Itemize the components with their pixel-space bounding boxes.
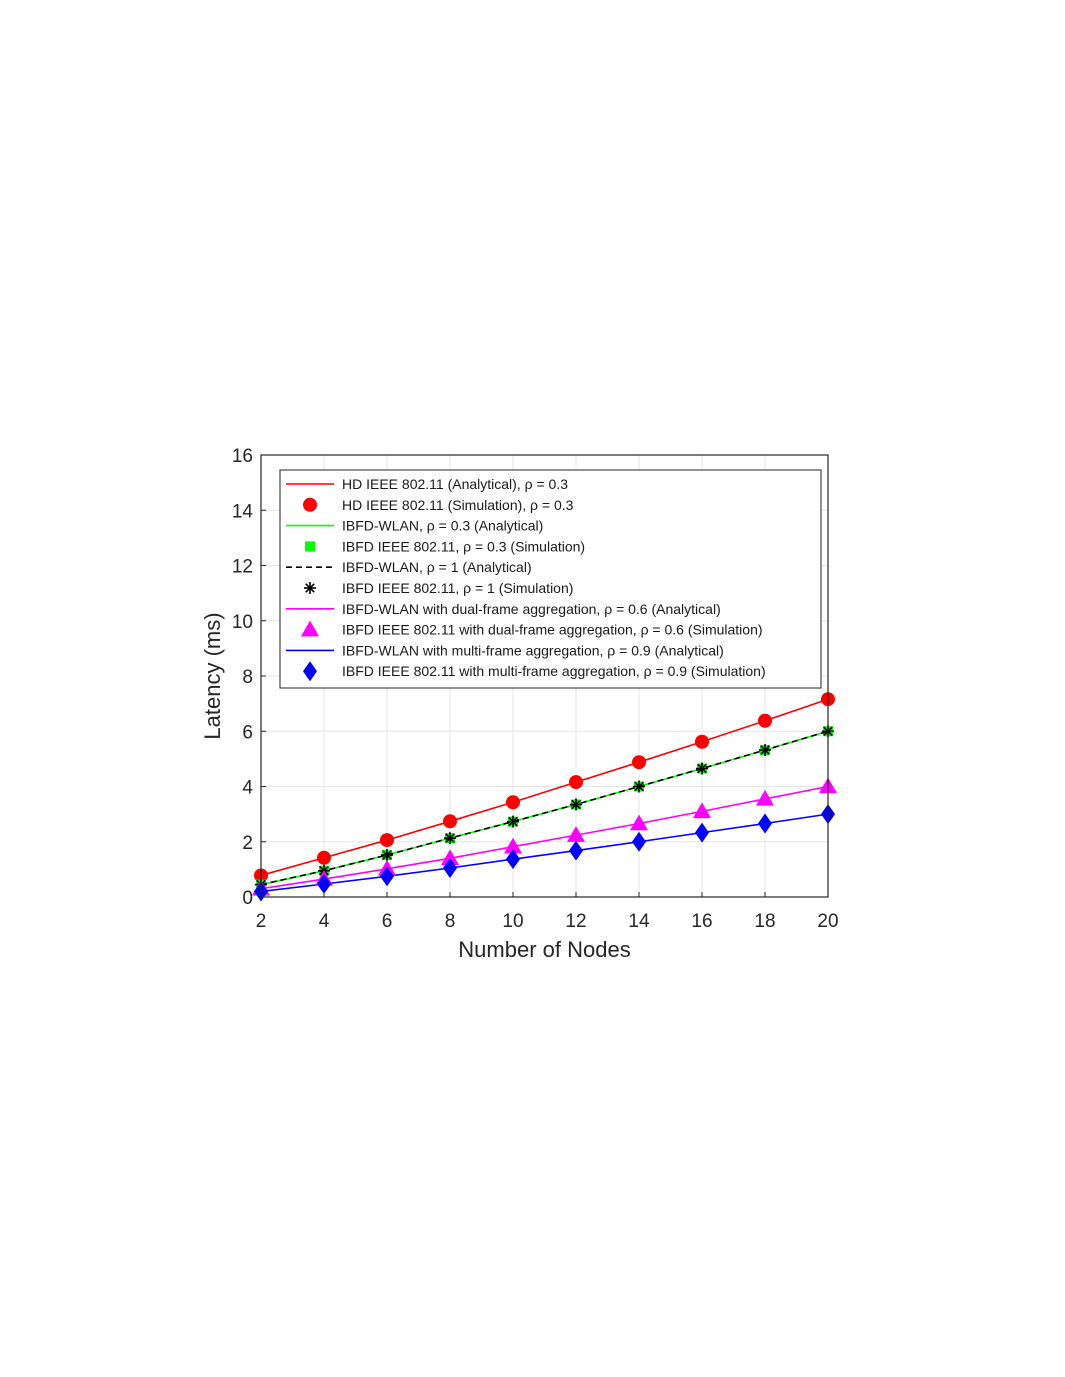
x-tick-label: 20 — [817, 911, 838, 932]
data-point-diamond — [443, 857, 457, 878]
x-tick-label: 18 — [754, 911, 775, 932]
data-point-circle — [506, 795, 520, 810]
legend-entry-label: IBFD-WLAN with multi-frame aggregation, … — [342, 642, 724, 658]
x-tick-label: 12 — [565, 911, 586, 932]
y-tick-label: 10 — [232, 612, 253, 633]
data-point-circle — [758, 713, 772, 728]
x-tick-label: 16 — [691, 911, 712, 932]
y-tick-label: 8 — [242, 667, 253, 688]
y-axis-label: Latency (ms) — [200, 612, 225, 739]
y-tick-label: 16 — [232, 446, 253, 467]
legend-entry-label: IBFD-WLAN, ρ = 1 (Analytical) — [342, 559, 532, 575]
series-markers-3 — [256, 726, 833, 890]
data-point-asterisk — [633, 780, 645, 793]
x-tick-label: 10 — [502, 911, 523, 932]
data-point-diamond — [695, 822, 709, 843]
legend-swatch-diamond — [303, 661, 317, 682]
data-point-asterisk — [759, 744, 771, 757]
y-tick-label: 6 — [242, 722, 253, 743]
series-line-4 — [260, 730, 829, 886]
data-point-diamond — [632, 831, 646, 852]
data-point-triangle — [441, 849, 459, 866]
x-tick-label: 6 — [382, 911, 393, 932]
series-line-8 — [260, 813, 829, 893]
legend-swatch-square — [305, 541, 315, 552]
legend-entry-label: IBFD IEEE 802.11 with dual-frame aggrega… — [342, 622, 763, 638]
y-tick-label: 4 — [242, 778, 253, 799]
data-point-triangle — [756, 789, 774, 806]
series-group — [252, 692, 837, 902]
legend: HD IEEE 802.11 (Analytical), ρ = 0.3 HD I… — [279, 469, 822, 689]
legend-entry-label: IBFD IEEE 802.11, ρ = 1 (Simulation) — [342, 580, 573, 596]
data-point-circle — [443, 814, 457, 829]
legend-entry-label: IBFD-WLAN with dual-frame aggregation, ρ… — [342, 601, 721, 617]
x-tick-label: 8 — [445, 911, 456, 932]
legend-entry-label: IBFD IEEE 802.11 with multi-frame aggreg… — [342, 663, 766, 679]
data-point-diamond — [317, 874, 331, 895]
data-point-asterisk — [507, 815, 519, 828]
legend-entry-label: HD IEEE 802.11 (Simulation), ρ = 0.3 — [342, 497, 574, 513]
data-point-diamond — [758, 813, 772, 834]
legend-entry-label: IBFD IEEE 802.11, ρ = 0.3 (Simulation) — [342, 538, 585, 554]
data-point-circle — [317, 850, 331, 865]
data-point-circle — [380, 833, 394, 848]
data-point-asterisk — [444, 832, 456, 845]
y-tick-label: 0 — [242, 888, 253, 909]
series-markers-7 — [252, 777, 837, 896]
data-point-diamond — [380, 866, 394, 887]
legend-entry-label: HD IEEE 802.11 (Analytical), ρ = 0.3 — [342, 476, 568, 492]
data-point-triangle — [630, 814, 648, 831]
y-tick-label: 12 — [232, 557, 253, 578]
data-point-circle — [632, 755, 646, 770]
x-tick-label: 14 — [628, 911, 650, 932]
data-point-diamond — [506, 849, 520, 870]
data-point-asterisk — [381, 849, 393, 862]
x-axis-label: Number of Nodes — [458, 937, 630, 962]
y-tick-label: 2 — [242, 833, 253, 854]
legend-entry-label: IBFD-WLAN, ρ = 0.3 (Analytical) — [342, 518, 543, 534]
x-tick-label: 2 — [256, 911, 267, 932]
legend-swatch-triangle — [301, 620, 319, 637]
data-point-circle — [695, 734, 709, 749]
data-point-triangle — [693, 802, 711, 819]
data-point-asterisk — [696, 762, 708, 775]
legend-swatch-asterisk — [304, 582, 316, 594]
data-point-triangle — [567, 826, 585, 842]
series-markers-1 — [254, 692, 835, 883]
data-point-diamond — [569, 840, 583, 861]
data-point-asterisk — [570, 798, 582, 811]
legend-box — [279, 469, 822, 689]
legend-swatch-circle — [303, 497, 317, 512]
series-line-0 — [260, 698, 829, 877]
series-markers-9 — [254, 804, 835, 902]
data-point-circle — [569, 775, 583, 790]
y-tick-label: 14 — [232, 501, 254, 522]
series-line-6 — [260, 785, 829, 890]
x-tick-label: 4 — [319, 911, 330, 932]
data-point-triangle — [504, 837, 522, 854]
series-line-2 — [260, 730, 829, 886]
